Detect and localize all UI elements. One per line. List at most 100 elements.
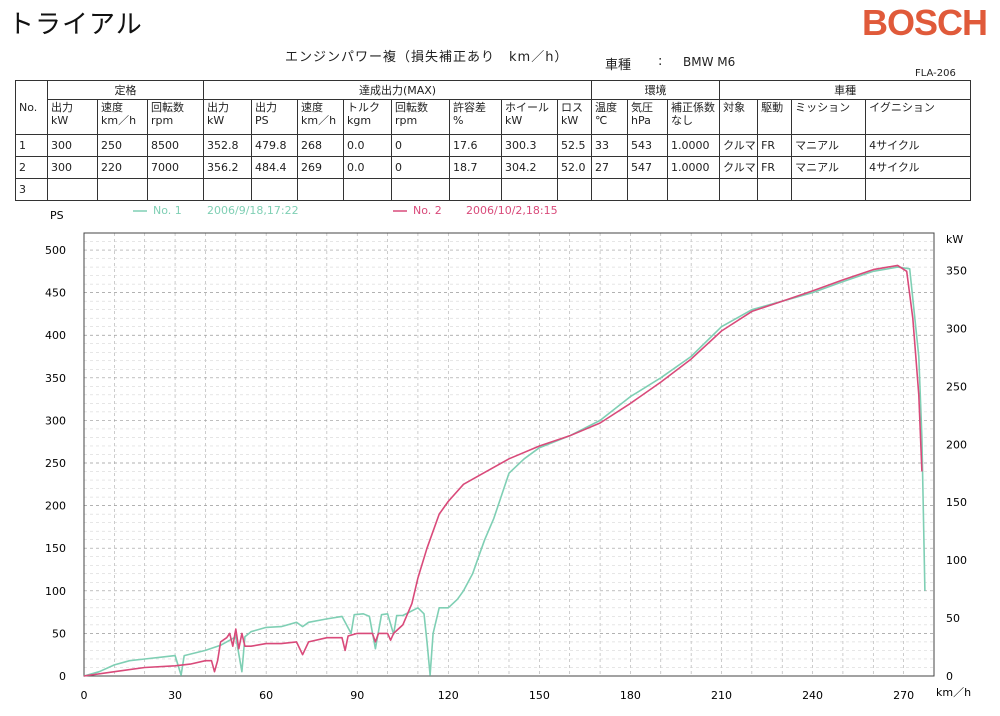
column-header-unit: kW [505, 114, 523, 127]
y2-tick-label: 200 [946, 438, 967, 451]
column-header-label: イグニション [869, 101, 935, 114]
column-header-label: 気圧 [631, 101, 654, 114]
column-header: 回転数 rpm [146, 99, 205, 135]
column-header: トルク kgm [343, 99, 393, 135]
column-header-unit: PS [255, 114, 269, 127]
y2-tick-label: 150 [946, 496, 967, 509]
column-header: イグニション [865, 99, 972, 135]
plot-frame [83, 232, 935, 677]
y2-tick-label: 100 [946, 554, 967, 567]
x-tick-label: 90 [350, 689, 364, 702]
x-axis-label: km／h [936, 686, 971, 699]
vehicle-value: BMW M6 [683, 55, 736, 69]
column-header: ロス kW [557, 99, 593, 135]
x-axis-ticks: 0 30 60 90 120 150 180 210 240 270 [81, 689, 915, 702]
column-header-label: 対象 [723, 101, 746, 114]
x-tick-label: 150 [529, 689, 550, 702]
chart-legend: No. 1 2006/9/18,17:22 No. 2 2006/10/2,18:15 [133, 204, 558, 217]
y2-axis-ticks: 0 50 100 150 200 250 300 350 [946, 265, 967, 683]
column-header-label: 出力 [255, 101, 278, 114]
column-header-unit: ℃ [595, 114, 608, 127]
column-header-unit: rpm [395, 114, 418, 127]
y-tick-label: 450 [45, 287, 66, 300]
column-header-unit: % [453, 114, 464, 127]
column-header-unit: km／h [301, 114, 337, 127]
y-tick-label: 50 [52, 627, 66, 640]
table-cell: 18.7 [449, 156, 503, 179]
y-axis-ticks: 0 50 100 150 200 250 300 350 400 450 500 [45, 244, 66, 683]
series-line-2 [83, 264, 923, 677]
y2-axis-label: kW [946, 233, 963, 246]
y-tick-label: 350 [45, 372, 66, 385]
column-header-unit: kW [207, 114, 225, 127]
group-header-environment: 環境 [591, 80, 721, 100]
group-header-rated: 定格 [46, 80, 205, 100]
table-cell: 268 [297, 134, 345, 157]
x-tick-label: 270 [893, 689, 914, 702]
y-tick-label: 100 [45, 585, 66, 598]
table-cell: クルマ [719, 156, 759, 179]
series-layer [83, 264, 926, 677]
results-table: No. 定格 達成出力(MAX) 環境 車種 出力 kW 速度 km／h 回転数 rpm 出… [15, 80, 972, 201]
column-header-label: ロス [561, 101, 584, 114]
column-header-label: 速度 [301, 101, 324, 114]
column-header: 速度 km／h [297, 99, 345, 135]
x-tick-label: 240 [802, 689, 823, 702]
column-header: 回転数 rpm [391, 99, 451, 135]
column-header-label: 補正係数 [671, 101, 716, 114]
column-header-label: 駆動 [761, 101, 784, 114]
y-axis-label: PS [50, 209, 64, 222]
column-header: 出力 PS [251, 99, 299, 135]
chart-grid [84, 233, 934, 676]
vehicle-colon: : [658, 54, 663, 69]
x-tick-label: 30 [168, 689, 182, 702]
table-body: 1 300 250 8500 352.8 479.8 268 0.0 0 17.6 300.3 52.… [15, 134, 972, 201]
legend-series-name: No. 1 [153, 204, 182, 217]
column-header-unit: kW [561, 114, 579, 127]
legend-series-date: 2006/10/2,18:15 [466, 204, 558, 217]
brand-logo: BOSCH [862, 2, 988, 43]
y-tick-label: 250 [45, 457, 66, 470]
y2-tick-label: 350 [946, 265, 967, 278]
table-cell: 479.8 [251, 134, 299, 157]
column-header-unit: kgm [347, 114, 372, 127]
y-tick-label: 150 [45, 542, 66, 555]
table-column-header-row: 出力 kW 速度 km／h 回転数 rpm 出力 kW 出力 PS 速度 km／h トルク kgm 回転数 r… [16, 99, 972, 135]
table-cell: FR [757, 156, 793, 179]
table-cell [865, 178, 972, 201]
column-header-unit: kW [51, 114, 69, 127]
table-cell: 7000 [146, 156, 205, 179]
x-tick-label: 60 [259, 689, 273, 702]
table-cell: 4サイクル [865, 134, 972, 157]
column-header-label: ホイール [505, 101, 550, 114]
column-header-label: 回転数 [395, 101, 429, 114]
column-header-label: ミッション [795, 101, 851, 114]
column-header: ミッション [791, 99, 867, 135]
legend-series-name: No. 2 [413, 204, 442, 217]
legend-series-date: 2006/9/18,17:22 [207, 204, 299, 217]
table-cell: 356.2 [203, 156, 253, 179]
x-tick-label: 0 [81, 689, 88, 702]
table-cell: マニアル [791, 134, 867, 157]
table-cell: 27 [591, 156, 629, 179]
chart-subtitle: エンジンパワー複（損失補正あり km／h） [285, 50, 569, 65]
column-header-unit: rpm [151, 114, 174, 127]
y2-tick-label: 300 [946, 322, 967, 335]
column-header: 駆動 [757, 99, 793, 135]
column-header-label: 許容差 [453, 101, 487, 114]
y-tick-label: 300 [45, 414, 66, 427]
y2-tick-label: 0 [946, 670, 953, 683]
series-line-1 [83, 266, 926, 677]
table-row: 3 [15, 178, 972, 201]
form-code: FLA-206 [915, 68, 956, 79]
x-tick-label: 180 [620, 689, 641, 702]
column-header-label: 出力 [207, 101, 230, 114]
column-header-label: 温度 [595, 101, 618, 114]
table-cell: 52.5 [557, 134, 593, 157]
y-tick-label: 400 [45, 329, 66, 342]
column-header-label: 出力 [51, 101, 73, 114]
table-cell: 484.4 [251, 156, 299, 179]
x-tick-label: 120 [438, 689, 459, 702]
column-header: 出力 kW [47, 99, 98, 135]
